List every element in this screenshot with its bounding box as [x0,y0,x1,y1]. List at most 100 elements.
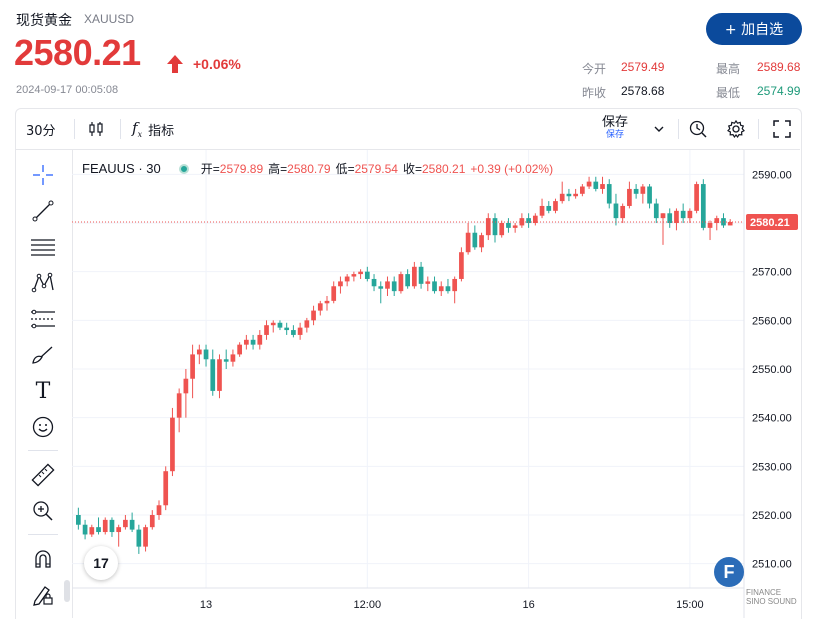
toolbar-scroll-handle[interactable] [64,580,70,602]
replay-icon[interactable] [686,109,710,149]
chevron-down-icon[interactable] [652,109,666,149]
candle-body [364,271,370,279]
candle-body [136,529,142,547]
open-label: 今开 [582,62,607,76]
horizontal-lines-icon[interactable] [28,232,58,262]
candle-body [297,327,303,335]
candle-type-icon[interactable] [84,109,108,149]
ruler-icon[interactable] [28,460,58,490]
candle-body [425,281,431,284]
candle-body [418,266,424,284]
candle-body [452,278,458,292]
magnet-icon[interactable] [28,544,58,574]
smiley-icon[interactable] [28,412,58,442]
trend-line-icon[interactable] [28,196,58,226]
candle-body [284,327,290,331]
crosshair-icon[interactable] [28,160,58,190]
instrument-symbol: XAUUSD [84,12,135,26]
prev-close-value: 2578.68 [621,84,665,98]
candle-body [499,223,505,236]
tradingview-logo[interactable]: 17 [84,546,118,580]
candle-body [412,266,417,287]
candle-body [237,344,242,355]
drawing-toolbar: T [16,150,73,618]
candle-body [694,184,699,211]
candle-body [526,218,531,223]
candle-body [620,205,626,219]
x-tick-label: 15:00 [676,599,704,611]
candle-body [102,519,108,533]
candle-body [627,188,632,206]
lock-pencil-icon[interactable] [28,580,58,610]
candle-body [264,325,269,335]
gear-icon[interactable] [724,109,748,149]
candle-body [156,505,162,515]
candle-body [391,281,397,292]
candle-body [553,201,558,211]
candle-body [277,322,283,328]
fib-retracement-icon[interactable] [28,304,58,334]
candle-body [190,354,195,379]
candle-body [539,205,545,216]
open-legend-value: 2579.89 [219,161,264,176]
open-legend-label: 开= [200,162,220,176]
candle-body [203,349,209,360]
text-tool-icon[interactable]: T [35,378,51,404]
candle-body [512,225,518,228]
y-tick-label: 2510.00 [752,559,792,571]
brush-icon[interactable] [28,340,58,370]
chart-toolbar: 30分 fx 指标 保存 保存 [16,109,800,150]
candle-body [586,181,592,187]
toolbar-divider [678,119,679,139]
fullscreen-icon[interactable] [770,109,794,149]
candle-body [465,232,471,253]
candle-body [727,221,733,226]
candle-body [506,223,511,228]
close-legend-label: 收= [402,162,422,176]
save-button[interactable]: 保存 保存 [602,109,628,149]
candle-body [183,378,189,394]
low-legend-value: 2579.54 [354,161,398,176]
candle-body [116,527,122,533]
candle-body [223,359,229,362]
indicators-button[interactable]: fx 指标 [132,109,174,149]
watermark-line-1: FINANCE [746,588,782,597]
last-price-tag [746,213,798,230]
candle-body [230,354,236,362]
candle-body [331,286,337,301]
candle-body [109,519,115,533]
candle-body [196,349,202,355]
candle-body [445,286,451,292]
candle-body [707,223,713,228]
change-legend-value: +0.39 (+0.02%) [470,161,554,176]
open-value: 2579.49 [621,60,665,74]
candle-body [580,186,585,194]
low-value: 2574.99 [757,84,801,98]
toolbar-divider [758,119,759,139]
candlestick-chart[interactable]: 2590.002580.002570.002560.002550.002540.… [72,150,800,618]
function-icon: fx [132,119,143,139]
close-legend-value: 2580.21 [421,161,466,176]
interval-selector[interactable]: 30分 [26,109,56,149]
candle-body [210,359,216,391]
candle-body [123,519,128,528]
candle-body [129,519,135,530]
y-tick-label: 2590.00 [752,169,792,181]
zoom-in-icon[interactable] [28,496,58,526]
pattern-icon[interactable] [28,268,58,298]
candle-body [573,193,578,197]
interval-label: 30分 [26,123,56,139]
candle-body [546,205,552,211]
candle-body [714,218,720,223]
add-to-watchlist-button[interactable]: + 加自选 [706,13,802,45]
toolbar-divider [28,450,58,451]
candle-body [176,393,182,418]
candle-body [647,186,652,204]
high-legend-label: 高= [268,162,288,176]
candle-body [163,471,169,506]
candles [76,176,733,554]
finance-logo: F [714,557,744,587]
up-arrow-icon [167,55,183,73]
candle-body [398,274,404,292]
